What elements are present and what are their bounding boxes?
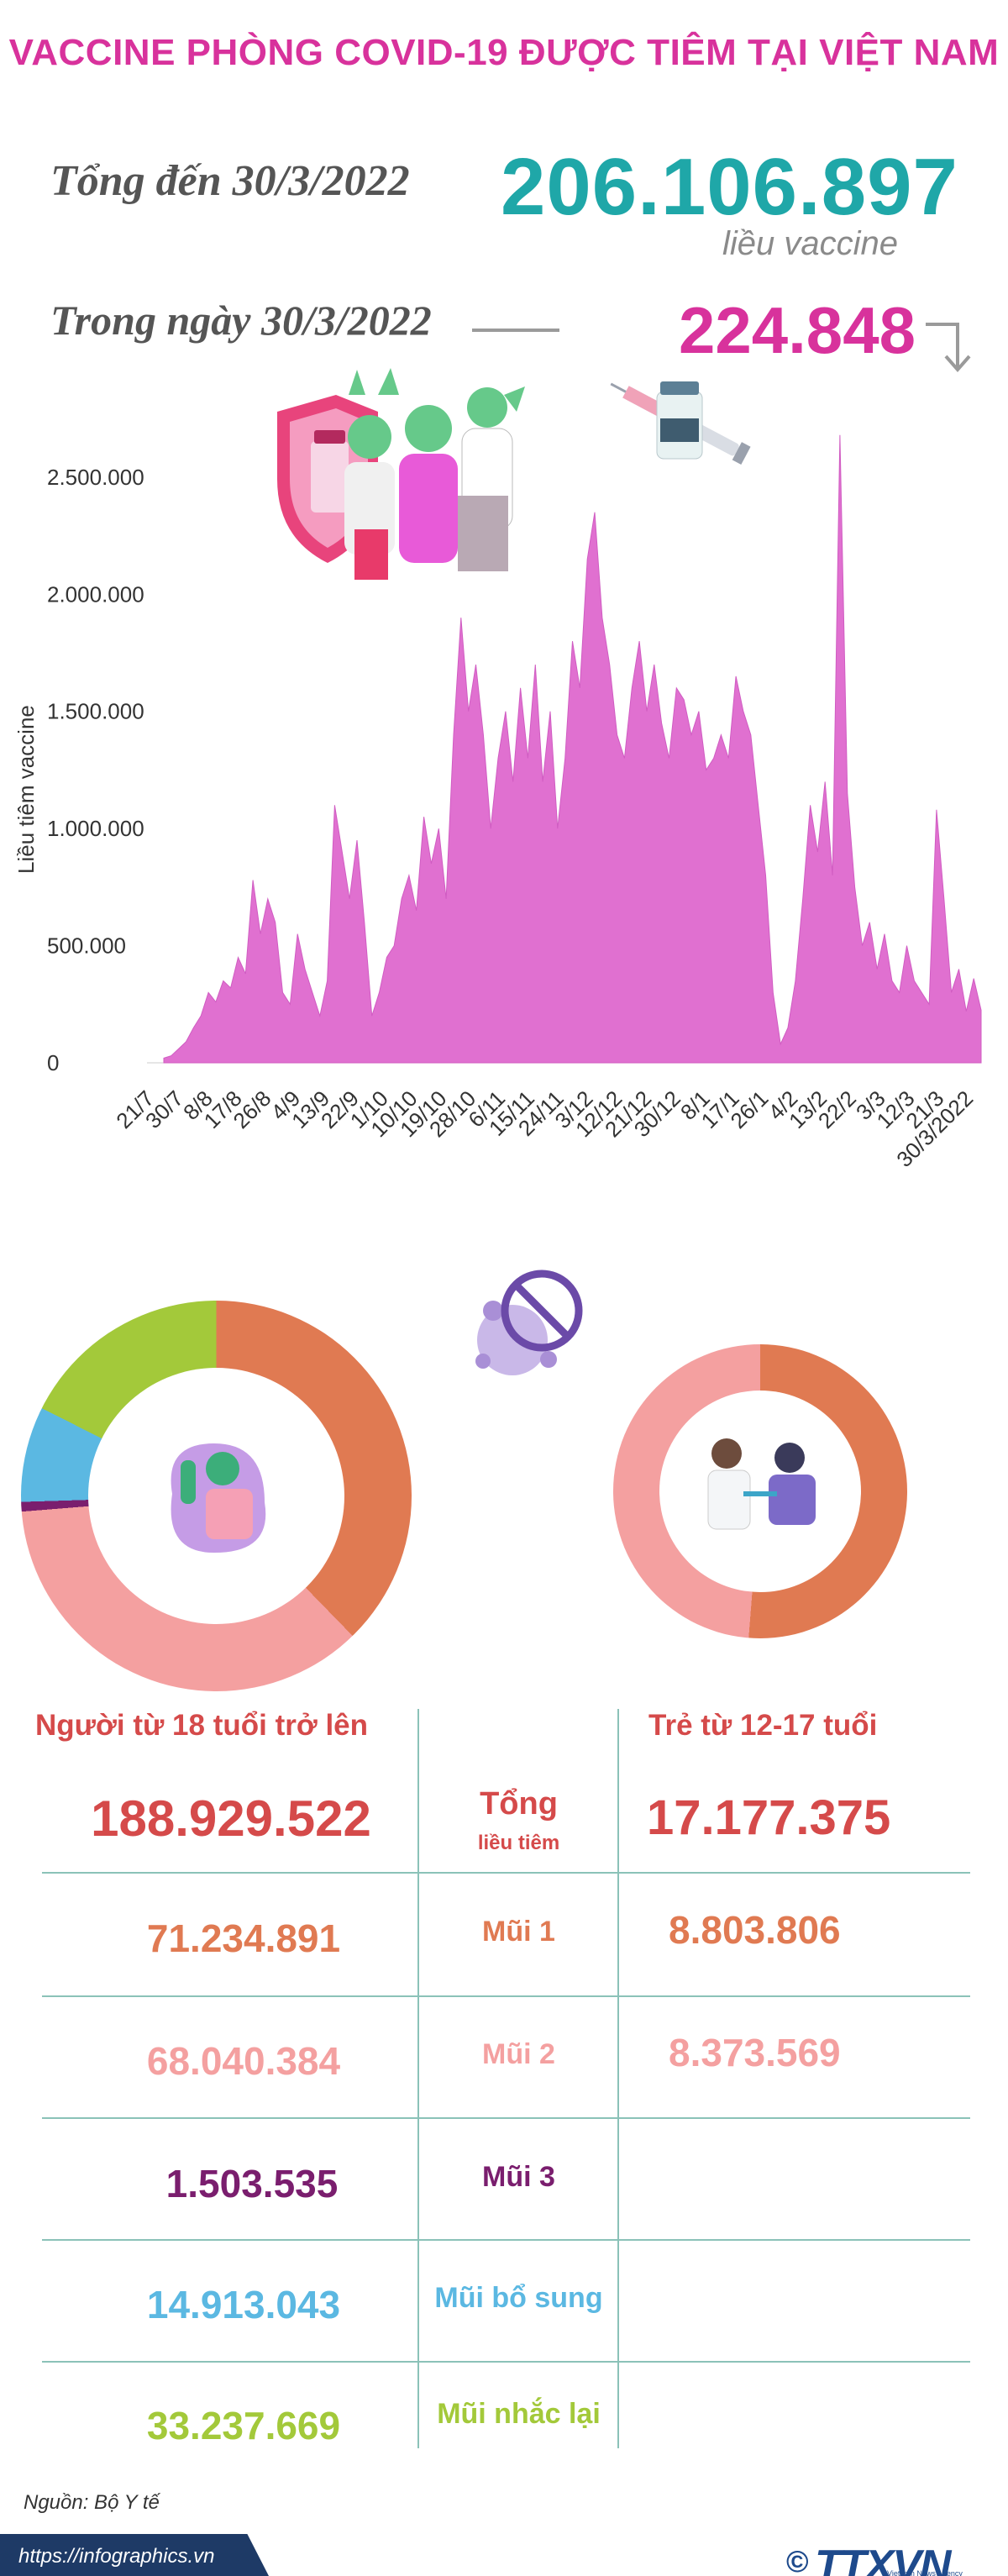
y-tick-label: 0: [47, 1050, 59, 1075]
dose2-label: Mũi 2: [482, 2038, 555, 2070]
adult-total-value: 188.929.522: [91, 1790, 371, 1847]
footer-url-bar: [0, 2534, 269, 2576]
total-label: Tổng đến 30/3/2022: [50, 157, 410, 205]
total-unit: liều vaccine: [722, 225, 899, 262]
child-total-value: 17.177.375: [647, 1790, 891, 1845]
table-row-divider: [42, 1872, 970, 1874]
down-arrow-icon: [926, 323, 971, 373]
adult-column-header: Người từ 18 tuổi trở lên: [35, 1709, 369, 1742]
adult-dose3-value: 1.503.535: [165, 2162, 339, 2205]
vaccine-vial-icon: [610, 381, 751, 465]
ttxvn-logo: TTXVN: [815, 2542, 951, 2576]
child-dose2-value: 8.373.569: [669, 2031, 841, 2074]
child-doses-donut: [613, 1344, 907, 1638]
table-row-divider: [42, 1995, 970, 1997]
table-divider-right: [617, 1709, 619, 2448]
adult-doses-donut: [21, 1301, 412, 1691]
adult-dose2-value: 68.040.384: [146, 2039, 341, 2083]
ttxvn-logo-subtitle: Vietnam News Agency: [887, 2569, 963, 2576]
y-tick-label: 500.000: [47, 933, 126, 959]
adult-additional-dose-value: 14.913.043: [146, 2283, 341, 2326]
total-row-sublabel: liều tiêm: [477, 1832, 560, 1854]
y-tick-label: 1.000.000: [47, 816, 144, 841]
source-note: Nguồn: Bộ Y tế: [24, 2491, 160, 2514]
total-row-label: Tổng: [480, 1786, 558, 1822]
booster-dose-label: Mũi nhắc lại: [437, 2398, 601, 2430]
day-value: 224.848: [679, 293, 916, 367]
vaccination-area-chart: 0 500.000 1.000.000 1.500.000 2.000.000 2.500…: [13, 434, 982, 1172]
series-area: [163, 434, 982, 1064]
table-divider-left: [417, 1709, 419, 2448]
vaccination-scene-icon: [707, 1438, 816, 1530]
page-title: VACCINE PHÒNG COVID-19 ĐƯỢC TIÊM TẠI VIỆ…: [8, 32, 1000, 73]
dose3-label: Mũi 3: [482, 2161, 555, 2193]
no-virus-icon: [475, 1270, 583, 1375]
adult-booster-dose-value: 33.237.669: [146, 2404, 341, 2447]
dose1-label: Mũi 1: [482, 1916, 555, 1948]
copyright-icon: ©: [786, 2544, 809, 2576]
people-icon: [344, 368, 525, 580]
day-label: Trong ngày 30/3/2022: [50, 297, 432, 344]
table-row-divider: [42, 2239, 970, 2241]
flexing-person-icon: [171, 1443, 266, 1553]
y-tick-label: 1.500.000: [47, 699, 144, 724]
y-tick-label: 2.000.000: [47, 581, 144, 607]
child-dose1-value: 8.803.806: [669, 1908, 841, 1952]
total-value: 206.106.897: [501, 142, 958, 232]
footer-url-link[interactable]: https://infographics.vn: [18, 2545, 215, 2568]
day-divider-line: [472, 329, 559, 332]
y-axis-label: Liều tiêm vaccine: [13, 705, 39, 874]
y-tick-label: 2.500.000: [47, 465, 144, 490]
table-row-divider: [42, 2361, 970, 2363]
child-column-header: Trẻ từ 12-17 tuổi: [648, 1709, 878, 1742]
additional-dose-label: Mũi bổ sung: [434, 2282, 603, 2314]
table-row-divider: [42, 2117, 970, 2119]
adult-dose1-value: 71.234.891: [146, 1916, 341, 1960]
celebration-illustration: [277, 368, 525, 580]
